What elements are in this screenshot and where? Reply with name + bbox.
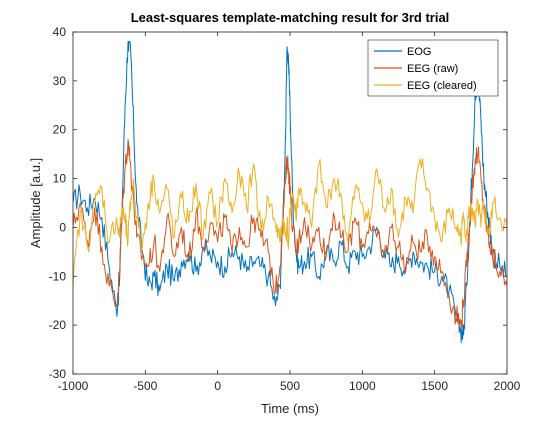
y-axis-label: Amplitude [a.u.] <box>28 158 43 248</box>
x-axis-label: Time (ms) <box>261 401 319 416</box>
y-tick-label: 10 <box>53 172 67 186</box>
y-tick-label: -30 <box>49 367 67 381</box>
y-tick-label: 0 <box>59 220 66 234</box>
y-tick-label: 30 <box>53 74 67 88</box>
series-layer <box>73 40 507 344</box>
tick-layer: -1000 -500 0 500 1000 1500 2000 -30 -20 -10 0 10 20 3… <box>49 25 521 393</box>
x-tick-label: 1500 <box>421 379 448 393</box>
y-tick-label: -20 <box>49 318 67 332</box>
x-tick-label: 0 <box>214 379 221 393</box>
series-line-eeg-raw <box>73 139 507 330</box>
legend-entries: EOG EEG (raw) EEG (cleared) <box>374 46 477 92</box>
y-tick-label: 20 <box>53 123 67 137</box>
x-tick-label: 1000 <box>349 379 376 393</box>
series-line-eeg-cleared <box>73 158 507 287</box>
x-tick-label: -1000 <box>58 379 89 393</box>
legend: EOG EEG (raw) EEG (cleared) <box>367 39 499 97</box>
x-tick-label: 2000 <box>494 379 521 393</box>
x-tick-label: -500 <box>133 379 157 393</box>
legend-label-eeg-cleared: EEG (cleared) <box>407 80 477 92</box>
legend-label-eeg-raw: EEG (raw) <box>407 63 458 75</box>
y-tick-label: -10 <box>49 269 67 283</box>
chart-title: Least-squares template-matching result f… <box>131 10 450 25</box>
y-tick-label: 40 <box>53 25 67 39</box>
x-tick-label: 500 <box>280 379 300 393</box>
legend-label-eog: EOG <box>407 46 431 58</box>
series-line-eog <box>73 40 507 344</box>
